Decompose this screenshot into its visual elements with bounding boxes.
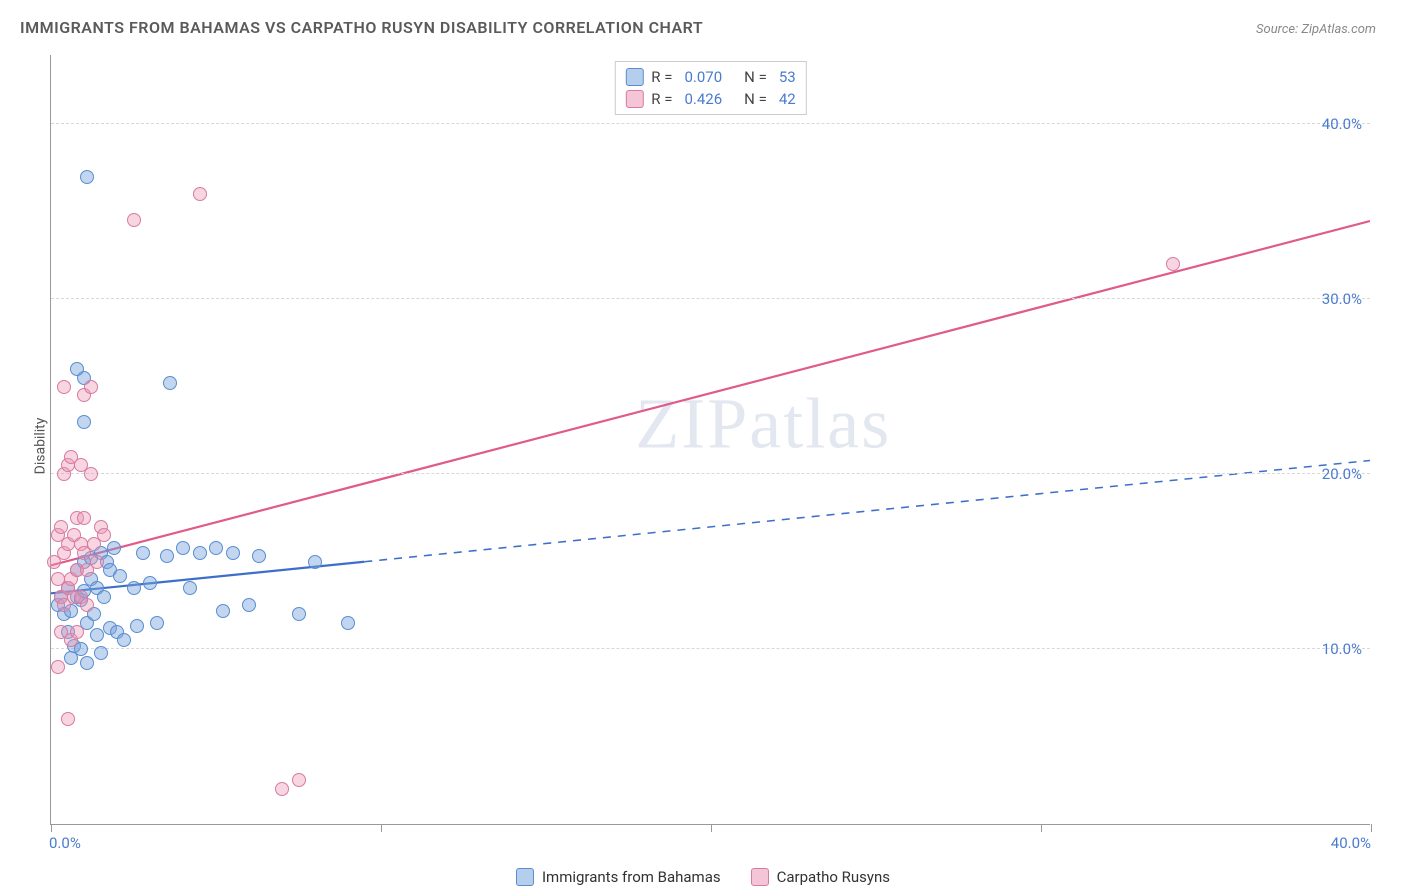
y-tick-label: 10.0%: [1322, 640, 1362, 658]
x-tick: [1041, 824, 1042, 832]
gridline: [51, 473, 1370, 474]
point-bahamas: [107, 541, 121, 555]
point-carpatho: [1166, 257, 1180, 271]
legend-stat-row: R = 0.426 N = 42: [625, 88, 795, 110]
point-bahamas: [193, 546, 207, 560]
x-tick-label: 0.0%: [49, 834, 81, 852]
point-bahamas: [252, 549, 266, 563]
legend-label: Carpatho Rusyns: [777, 868, 890, 886]
n-value: 53: [779, 68, 796, 86]
point-carpatho: [80, 598, 94, 612]
point-carpatho: [54, 625, 68, 639]
x-tick: [51, 824, 52, 832]
trendline-dashed: [364, 460, 1370, 561]
n-label: N =: [744, 90, 767, 108]
point-carpatho: [70, 625, 84, 639]
legend-label: Immigrants from Bahamas: [542, 868, 721, 886]
point-carpatho: [193, 187, 207, 201]
x-tick-label: 40.0%: [1331, 834, 1371, 852]
legend-bottom: Immigrants from Bahamas Carpatho Rusyns: [516, 868, 890, 886]
point-bahamas: [97, 590, 111, 604]
y-axis-label: Disability: [32, 418, 48, 475]
x-tick: [1371, 824, 1372, 832]
gridline: [51, 648, 1370, 649]
trend-lines: [51, 55, 1370, 824]
point-bahamas: [80, 170, 94, 184]
r-value: 0.426: [684, 90, 722, 108]
x-tick: [711, 824, 712, 832]
legend-swatch: [625, 90, 643, 108]
point-bahamas: [183, 581, 197, 595]
point-carpatho: [57, 380, 71, 394]
point-bahamas: [77, 415, 91, 429]
point-carpatho: [292, 773, 306, 787]
x-tick: [381, 824, 382, 832]
point-carpatho: [61, 712, 75, 726]
point-carpatho: [54, 520, 68, 534]
point-carpatho: [275, 782, 289, 796]
legend-item: Carpatho Rusyns: [751, 868, 890, 886]
point-bahamas: [176, 541, 190, 555]
r-value: 0.070: [684, 68, 722, 86]
point-bahamas: [242, 598, 256, 612]
r-label: R =: [651, 68, 672, 86]
point-bahamas: [292, 607, 306, 621]
watermark: ZIPatlas: [635, 383, 891, 466]
point-bahamas: [143, 576, 157, 590]
point-bahamas: [216, 604, 230, 618]
point-bahamas: [209, 541, 223, 555]
point-bahamas: [163, 376, 177, 390]
point-carpatho: [84, 380, 98, 394]
point-bahamas: [308, 555, 322, 569]
source-label: Source: ZipAtlas.com: [1256, 22, 1376, 37]
point-bahamas: [226, 546, 240, 560]
legend-item: Immigrants from Bahamas: [516, 868, 721, 886]
point-bahamas: [130, 619, 144, 633]
trendline-solid: [51, 221, 1370, 565]
point-bahamas: [117, 633, 131, 647]
point-bahamas: [94, 646, 108, 660]
y-tick-label: 40.0%: [1322, 115, 1362, 133]
legend-stat-row: R = 0.070 N = 53: [625, 66, 795, 88]
chart-title: IMMIGRANTS FROM BAHAMAS VS CARPATHO RUSY…: [20, 18, 703, 37]
point-bahamas: [113, 569, 127, 583]
legend-swatch: [751, 868, 769, 886]
point-bahamas: [90, 628, 104, 642]
point-bahamas: [341, 616, 355, 630]
r-label: R =: [651, 90, 672, 108]
point-carpatho: [77, 511, 91, 525]
legend-swatch: [625, 68, 643, 86]
legend-swatch: [516, 868, 534, 886]
gridline: [51, 123, 1370, 124]
n-value: 42: [779, 90, 796, 108]
point-carpatho: [90, 555, 104, 569]
point-bahamas: [80, 656, 94, 670]
point-carpatho: [127, 213, 141, 227]
point-carpatho: [84, 467, 98, 481]
point-bahamas: [136, 546, 150, 560]
point-bahamas: [70, 362, 84, 376]
gridline: [51, 298, 1370, 299]
point-carpatho: [51, 660, 65, 674]
plot-area: ZIPatlas R = 0.070 N = 53 R = 0.426 N = 42 10.0…: [50, 55, 1370, 825]
n-label: N =: [744, 68, 767, 86]
point-carpatho: [97, 528, 111, 542]
y-tick-label: 30.0%: [1322, 290, 1362, 308]
legend-stats: R = 0.070 N = 53 R = 0.426 N = 42: [614, 61, 806, 115]
point-bahamas: [160, 549, 174, 563]
point-bahamas: [150, 616, 164, 630]
point-bahamas: [127, 581, 141, 595]
y-tick-label: 20.0%: [1322, 465, 1362, 483]
